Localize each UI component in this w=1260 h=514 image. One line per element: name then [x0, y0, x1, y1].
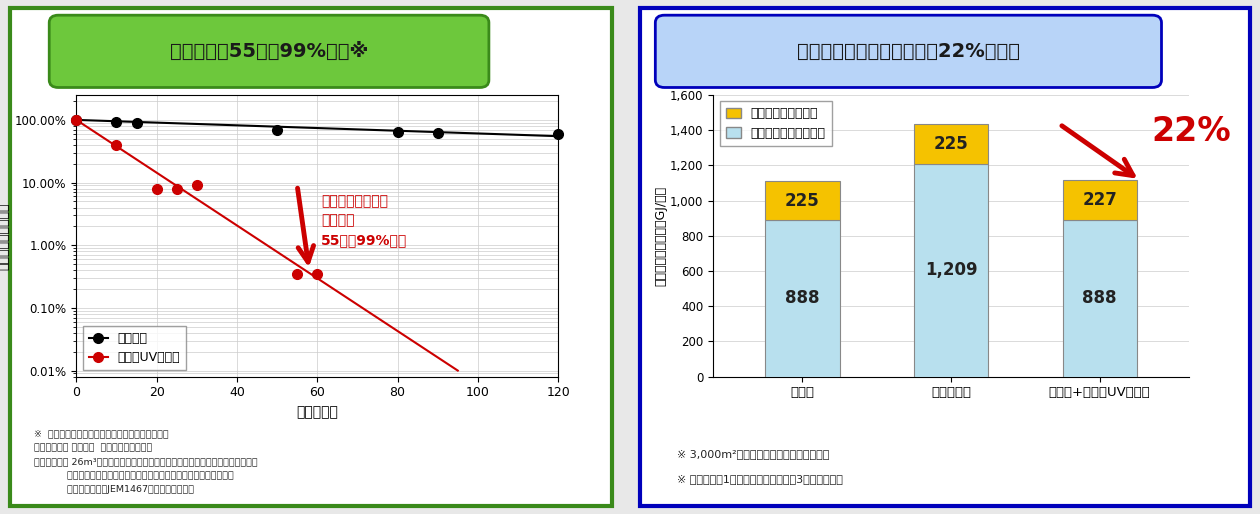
Bar — [914, 124, 988, 164]
Bar — [1062, 180, 1137, 221]
FancyBboxPatch shape — [655, 15, 1162, 87]
Y-axis label: 空調エネルギー量［GJ/年］: 空調エネルギー量［GJ/年］ — [654, 186, 668, 286]
Text: 22%: 22% — [1152, 116, 1231, 149]
Text: 窓開放による換気に対し、22%省エネ: 窓開放による換気に対し、22%省エネ — [796, 42, 1019, 61]
FancyBboxPatch shape — [640, 8, 1250, 506]
Text: 225: 225 — [934, 135, 969, 153]
Text: 【試験方法】 26m³の空間でバクテリオファージウイルスを噴霧し、一定時間後に: 【試験方法】 26m³の空間でバクテリオファージウイルスを噴霧し、一定時間後に — [34, 457, 258, 466]
Text: ※ 窓閉め時は1回換気、窓開放により3回換気を想定: ※ 窓閉め時は1回換気、窓開放により3回換気を想定 — [677, 474, 843, 484]
Text: 日本電機工業会JEM1467の試験方法に準拠: 日本電機工業会JEM1467の試験方法に準拠 — [34, 485, 194, 494]
Text: 【試験機関】 中部電力  先端技術応用研究所: 【試験機関】 中部電力 先端技術応用研究所 — [34, 443, 152, 452]
Bar — [765, 221, 839, 377]
Text: 1,209: 1,209 — [925, 261, 978, 279]
FancyBboxPatch shape — [49, 15, 489, 87]
Text: 自然減衰に対する
抑制効果
55分で99%削減: 自然減衰に対する 抑制効果 55分で99%削減 — [321, 194, 407, 247]
Text: ※ 3,000m²の名古屋地区の事務所ビル想定: ※ 3,000m²の名古屋地区の事務所ビル想定 — [677, 449, 829, 459]
Legend: ファンエネルギー量, 空調熱源エネルギー量: ファンエネルギー量, 空調熱源エネルギー量 — [719, 101, 832, 146]
Bar — [765, 181, 839, 221]
X-axis label: 時間（分）: 時間（分） — [296, 405, 338, 419]
Y-axis label: 浮遊ウイルス残存率: 浮遊ウイルス残存率 — [0, 202, 10, 269]
Text: 888: 888 — [1082, 289, 1118, 307]
Text: ウイルスを55分で99%削減※: ウイルスを55分で99%削減※ — [170, 42, 368, 61]
Text: 888: 888 — [785, 289, 820, 307]
Bar — [1062, 221, 1137, 377]
Bar — [914, 164, 988, 377]
Text: 225: 225 — [785, 192, 820, 210]
Text: 227: 227 — [1082, 191, 1118, 209]
Legend: 自然減衰, ベストUVエアー: 自然減衰, ベストUVエアー — [83, 326, 186, 371]
FancyBboxPatch shape — [10, 8, 612, 506]
Text: 試験空間内の空気を回収し、浮遊ウイルスをプラーク法で測定。: 試験空間内の空気を回収し、浮遊ウイルスをプラーク法で測定。 — [34, 471, 234, 480]
Text: ※  実際の使用空間での試験結果ではありません。: ※ 実際の使用空間での試験結果ではありません。 — [34, 429, 169, 438]
